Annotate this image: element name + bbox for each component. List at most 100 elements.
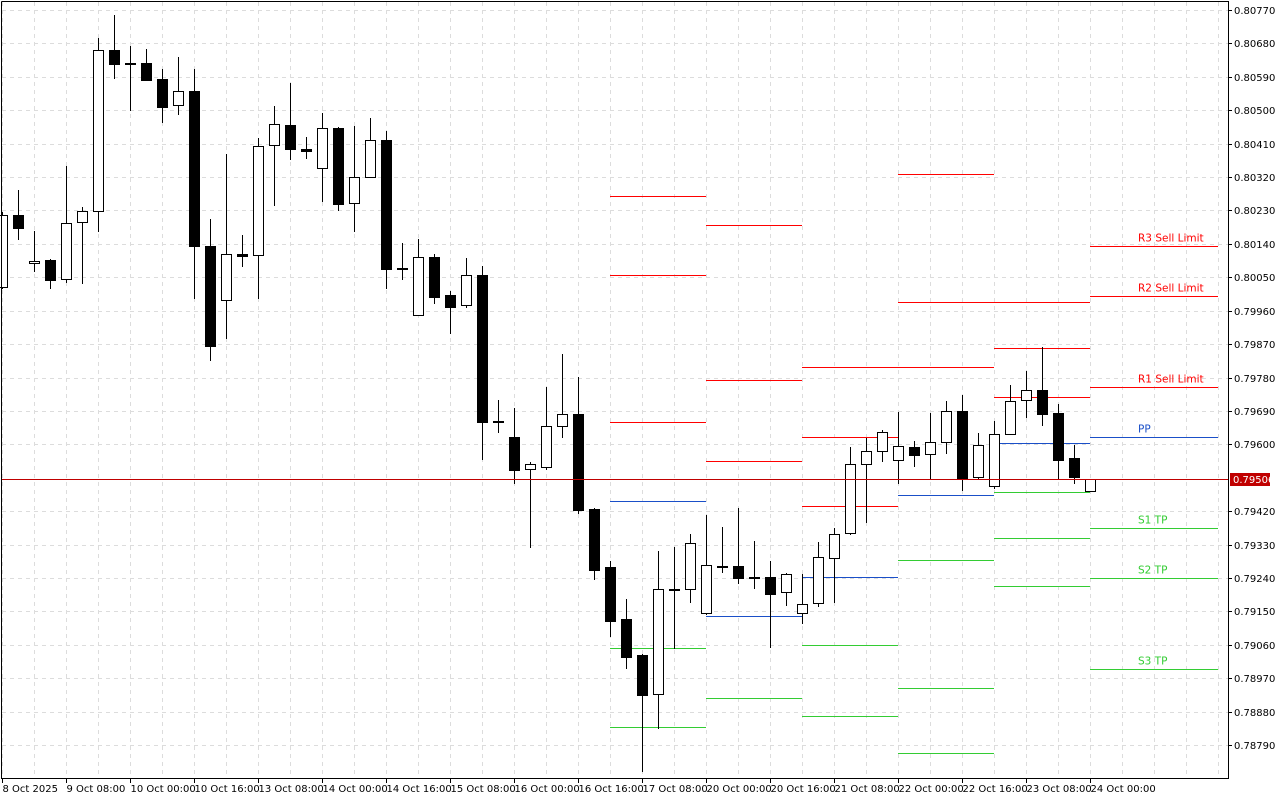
x-tick-label: 24 Oct 00:00 (1091, 784, 1156, 795)
candle (397, 243, 408, 280)
candle-body (861, 451, 872, 465)
pivot-level-label: R2 Sell Limit (1138, 283, 1204, 295)
y-tick-label: 0.79690 (1234, 407, 1275, 418)
candle (637, 654, 648, 772)
candle (445, 291, 456, 334)
candle (653, 551, 664, 729)
candle (29, 231, 40, 272)
x-tick-label: 15 Oct 08:00 (451, 784, 516, 795)
candle-body (605, 567, 616, 622)
candle-body (765, 577, 776, 595)
candle (573, 377, 584, 514)
y-tick-label: 0.79870 (1234, 340, 1275, 351)
candle (877, 430, 888, 462)
candle (589, 508, 600, 580)
candle-body (301, 149, 312, 152)
candle-body (221, 254, 232, 301)
candle (221, 154, 232, 339)
candle-body (0, 215, 8, 288)
current-price-label: 0.79506 (1233, 475, 1274, 486)
candle-body (45, 260, 56, 281)
y-tick-label: 0.80590 (1234, 73, 1275, 84)
x-tick-label: 22 Oct 16:00 (963, 784, 1028, 795)
candle (125, 46, 136, 111)
y-tick-label: 0.79330 (1234, 541, 1275, 552)
candle-body (845, 464, 856, 534)
candle (717, 527, 728, 573)
candle-body (829, 534, 840, 559)
candle-body (621, 619, 632, 658)
candle (781, 573, 792, 606)
candle-body (349, 177, 360, 204)
candle (461, 258, 472, 308)
y-tick-label: 0.79780 (1234, 374, 1275, 385)
candle (205, 219, 216, 361)
x-tick-label: 21 Oct 08:00 (835, 784, 900, 795)
y-tick-label: 0.80410 (1234, 140, 1275, 151)
candle-body (957, 411, 968, 479)
current-price-tag (1230, 473, 1270, 486)
candle (1021, 371, 1032, 418)
y-tick-label: 0.78880 (1234, 708, 1275, 719)
candle-body (877, 432, 888, 452)
y-tick-label: 0.80050 (1234, 273, 1275, 284)
candle-body (429, 257, 440, 298)
candle-body (589, 509, 600, 571)
candle-body (973, 445, 984, 478)
x-tick-label: 23 Oct 08:00 (1027, 784, 1092, 795)
candle-body (13, 215, 24, 229)
candle (957, 395, 968, 491)
candle-body (701, 565, 712, 614)
candle-body (653, 589, 664, 695)
candle (749, 541, 760, 589)
candle-body (461, 275, 472, 306)
candle (349, 126, 360, 232)
candle (765, 561, 776, 648)
y-tick-label: 0.78790 (1234, 741, 1275, 752)
y-tick-label: 0.79420 (1234, 507, 1275, 518)
candle (237, 235, 248, 267)
x-tick-label: 20 Oct 00:00 (707, 784, 772, 795)
candle (317, 113, 328, 202)
y-tick-label: 0.79060 (1234, 641, 1275, 652)
y-tick-label: 0.79240 (1234, 574, 1275, 585)
candle-body (381, 140, 392, 270)
candle-body (61, 223, 72, 280)
candle-body (157, 79, 168, 108)
candle-body (1021, 390, 1032, 401)
candle (0, 212, 8, 289)
candle (477, 266, 488, 460)
candle (797, 574, 808, 624)
candle-body (893, 446, 904, 461)
candle-body (909, 447, 920, 456)
current-price-line: 0.79506 (2, 473, 1274, 486)
candle (493, 400, 504, 433)
pivot-level-label: R1 Sell Limit (1138, 374, 1204, 386)
candle (829, 528, 840, 603)
x-tick-label: 16 Oct 16:00 (579, 784, 644, 795)
candle-body (253, 146, 264, 256)
pivot-level-label: PP (1138, 424, 1151, 436)
candle-body (525, 464, 536, 470)
candle (509, 408, 520, 484)
pivot-level-label: S3 TP (1138, 656, 1167, 668)
candle-body (365, 140, 376, 178)
candles (0, 15, 1096, 772)
x-tick-label: 13 Oct 08:00 (259, 784, 324, 795)
candle (541, 387, 552, 470)
candle (941, 401, 952, 454)
candle (845, 447, 856, 535)
candle (413, 239, 424, 316)
candle-body (125, 63, 136, 65)
candle-body (269, 124, 280, 146)
candle-body (749, 577, 760, 579)
candle-body (141, 63, 152, 81)
candle-body (637, 655, 648, 696)
candle-body (29, 261, 40, 264)
candle (109, 15, 120, 79)
candle (685, 534, 696, 603)
x-tick-label: 9 Oct 08:00 (67, 784, 126, 795)
candle-body (925, 442, 936, 455)
